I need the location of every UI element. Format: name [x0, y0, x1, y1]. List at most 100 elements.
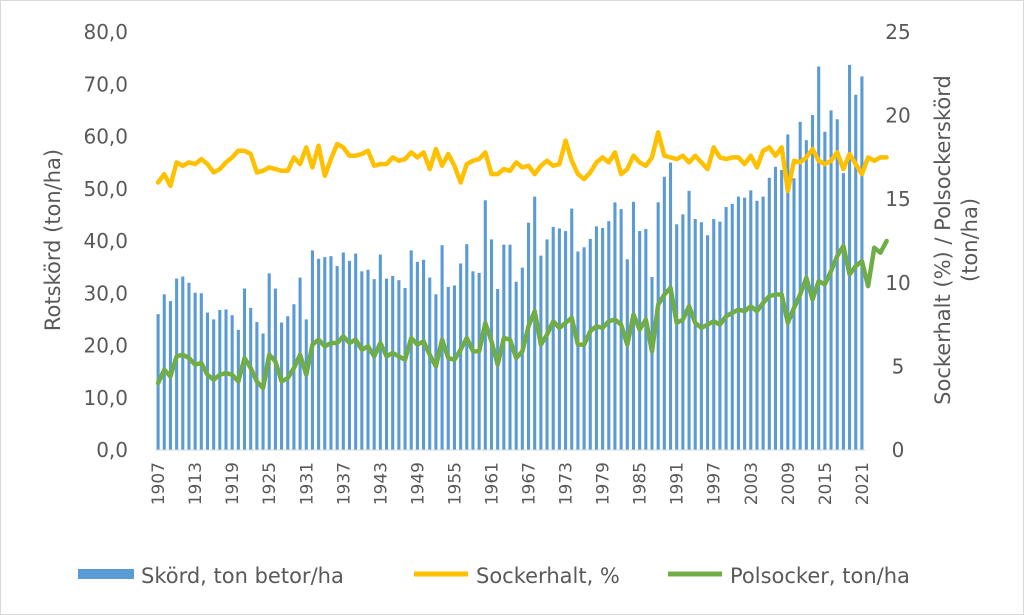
legend-label-sockerhalt: Sockerhalt, % [476, 564, 620, 588]
bar-skord [242, 288, 247, 450]
bar-skord [551, 226, 555, 450]
bar-skord [668, 162, 673, 451]
bar-skord [446, 286, 450, 450]
x-tick-label: 1949 [408, 462, 428, 505]
y-right-tick-label: 5 [892, 354, 905, 378]
x-tick-label: 1925 [260, 462, 280, 505]
bars-group [156, 64, 864, 451]
x-tick-label: 1961 [482, 462, 502, 505]
bar-skord [514, 281, 518, 450]
bar-skord [545, 239, 549, 450]
bar-skord [428, 277, 432, 450]
x-tick-label: 1913 [186, 462, 206, 505]
y-right-tick-label: 15 [885, 187, 910, 211]
x-tick-label: 1985 [631, 462, 651, 505]
bar-skord [835, 119, 839, 450]
y-left-tick-label: 50,0 [83, 177, 128, 201]
bar-skord [452, 285, 456, 450]
bar-skord [699, 222, 703, 450]
bar-skord [693, 219, 697, 450]
bar-skord [354, 253, 358, 450]
y-left-tick-label: 60,0 [83, 125, 128, 149]
y-left-tick-label: 80,0 [83, 20, 128, 44]
bar-skord [588, 238, 592, 450]
y-left-tick-label: 0,0 [96, 438, 128, 462]
bar-skord [317, 258, 321, 450]
x-tick-label: 2015 [816, 462, 836, 505]
bar-skord [341, 252, 345, 450]
bar-skord [755, 200, 759, 450]
bar-skord [205, 312, 210, 450]
bar-skord [193, 292, 197, 450]
x-ticks: 1907 1913 1919 1925 1931 1937 1943 1949 1955 1961… [149, 462, 873, 505]
y-right-axis-title-line1: Sockerhalt (%) / Polsockerskörd [931, 75, 955, 405]
bar-skord [687, 190, 691, 450]
bar-skord [230, 315, 234, 450]
bar-skord [261, 333, 265, 450]
bar-skord [422, 259, 426, 450]
bar-skord [638, 231, 642, 450]
bar-skord [576, 251, 580, 450]
bar-skord [508, 244, 512, 450]
bar-skord [236, 329, 240, 450]
bar-skord [625, 259, 629, 450]
bar-skord [224, 309, 228, 450]
bar-skord [761, 196, 765, 450]
x-tick-label: 1943 [371, 462, 391, 505]
line-sockerhalt [155, 130, 889, 194]
y-left-tick-label: 30,0 [83, 281, 128, 305]
y-right-tick-label: 25 [885, 20, 910, 44]
bar-skord [520, 267, 524, 450]
bar-skord [786, 134, 790, 450]
y-left-tick-label: 40,0 [83, 229, 128, 253]
bar-skord [471, 271, 475, 450]
bar-skord [848, 64, 852, 451]
bar-skord [366, 269, 370, 450]
bar-skord [286, 316, 290, 450]
bar-skord [631, 201, 636, 450]
x-tick-label: 1931 [297, 462, 317, 505]
bar-skord [650, 277, 654, 450]
bar-skord [601, 227, 605, 450]
x-tick-label: 1955 [445, 462, 465, 505]
bar-skord [175, 278, 179, 450]
bar-skord [810, 115, 815, 450]
bar-skord [415, 261, 419, 450]
bar-skord [181, 276, 185, 450]
bar-skord [817, 66, 821, 450]
x-tick-label: 1919 [223, 462, 243, 505]
bar-skord [730, 203, 734, 450]
bar-skord [736, 196, 740, 450]
bar-skord [391, 276, 395, 450]
bar-skord [323, 257, 327, 450]
bar-skord [465, 244, 469, 450]
bar-skord [557, 228, 561, 450]
legend-swatch-skord [78, 569, 134, 579]
bar-skord [378, 254, 382, 450]
bar-skord [212, 319, 216, 451]
legend-label-skord: Skörd, ton betor/ha [141, 564, 344, 588]
bar-skord [823, 131, 827, 451]
bar-skord [187, 282, 191, 450]
bar-skord [403, 288, 407, 450]
legend: Skörd, ton betor/ha Sockerhalt, % Polsoc… [78, 564, 910, 588]
bar-skord [804, 140, 808, 450]
y-right-tick-label: 20 [885, 104, 910, 128]
bar-skord [841, 173, 845, 450]
y-right-tick-label: 0 [892, 438, 905, 462]
line-polsocker [155, 238, 889, 391]
bar-skord [829, 110, 833, 451]
bar-skord [749, 190, 753, 450]
x-tick-label: 1997 [705, 462, 725, 505]
bar-skord [292, 304, 296, 450]
bar-skord [792, 178, 796, 451]
bar-skord [304, 319, 308, 451]
bar-skord [335, 266, 339, 450]
bar-skord [743, 197, 747, 450]
y-right-tick-label: 10 [885, 271, 910, 295]
y-left-tick-label: 10,0 [83, 386, 128, 410]
bar-skord [409, 250, 413, 450]
bar-skord [675, 224, 679, 450]
legend-label-polsocker: Polsocker, ton/ha [730, 564, 910, 588]
